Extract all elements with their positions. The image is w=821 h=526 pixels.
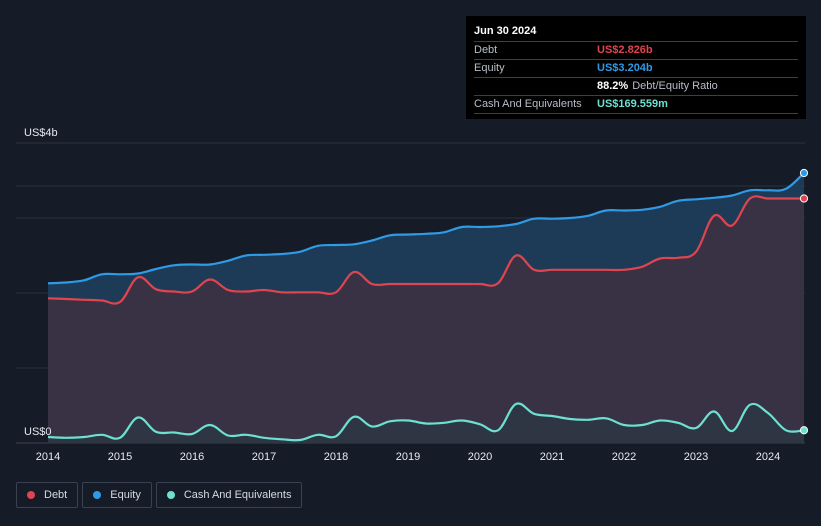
- x-tick-label: 2014: [36, 451, 60, 463]
- x-tick-label: 2020: [468, 451, 492, 463]
- tooltip-panel: Jun 30 2024 Debt US$2.826b Equity US$3.2…: [466, 16, 806, 119]
- series-lines: [47, 172, 805, 442]
- tooltip-ratio-label: Debt/Equity Ratio: [632, 80, 718, 92]
- tooltip-label: Cash And Equivalents: [474, 98, 582, 110]
- x-tick-label: 2016: [180, 451, 204, 463]
- tooltip-label: Equity: [474, 62, 505, 74]
- equity-end-marker[interactable]: [799, 168, 809, 178]
- legend-item-cash[interactable]: Cash And Equivalents: [155, 482, 303, 508]
- x-tick-label: 2024: [756, 451, 780, 463]
- legend-item-debt[interactable]: Debt: [16, 482, 79, 508]
- x-tick-label: 2018: [324, 451, 348, 463]
- x-tick-label: 2015: [108, 451, 132, 463]
- x-tick-label: 2019: [396, 451, 420, 463]
- y-axis-bottom-label: US$0: [24, 426, 52, 438]
- equity-dot-icon: [93, 491, 102, 499]
- x-tick-label: 2023: [684, 451, 708, 463]
- legend-label: Debt: [44, 489, 68, 501]
- equity-line: [47, 172, 805, 285]
- y-axis-top-label: US$4b: [24, 127, 58, 139]
- legend: Debt Equity Cash And Equivalents: [16, 482, 306, 510]
- legend-label: Equity: [110, 489, 141, 501]
- series-end-markers[interactable]: [799, 168, 809, 435]
- x-tick-label: 2021: [540, 451, 564, 463]
- tooltip-label: [474, 78, 597, 95]
- x-tick-label: 2022: [612, 451, 636, 463]
- tooltip-row-equity: Equity US$3.204b: [474, 60, 798, 78]
- debt-area: [48, 196, 804, 443]
- tooltip-label: Debt: [474, 44, 498, 56]
- x-tick-label: 2017: [252, 451, 276, 463]
- chart-area: US$4b US$0 2014 2015 2016 2017 2018 2019 2020 2…: [16, 127, 809, 463]
- cash-dot-icon: [166, 491, 175, 499]
- tooltip-ratio-value: 88.2%: [597, 80, 629, 92]
- x-axis-ticks: 2014 2015 2016 2017 2018 2019 2020 2021 2022 2023…: [36, 451, 780, 463]
- debt-end-marker[interactable]: [799, 194, 809, 203]
- cash-and-equivalents-line: [47, 402, 805, 442]
- tooltip-date: Jun 30 2024: [474, 24, 798, 42]
- legend-item-equity[interactable]: Equity: [82, 482, 152, 508]
- tooltip-row-cash: Cash And Equivalents US$169.559m: [474, 96, 798, 114]
- tooltip-row-ratio: 88.2% Debt/Equity Ratio: [474, 78, 798, 96]
- cash-and-equivalents-area: [48, 403, 804, 443]
- cash-and-equivalents-end-marker[interactable]: [799, 426, 809, 435]
- legend-label: Cash And Equivalents: [183, 489, 292, 501]
- debt-dot-icon: [27, 491, 35, 499]
- tooltip-equity-value: US$3.204b: [597, 62, 653, 74]
- debt-line: [47, 195, 804, 305]
- tooltip-debt-value: US$2.826b: [597, 44, 653, 56]
- tooltip-row-debt: Debt US$2.826b: [474, 42, 798, 60]
- tooltip-cash-value: US$169.559m: [597, 98, 668, 110]
- series-areas: [48, 173, 804, 443]
